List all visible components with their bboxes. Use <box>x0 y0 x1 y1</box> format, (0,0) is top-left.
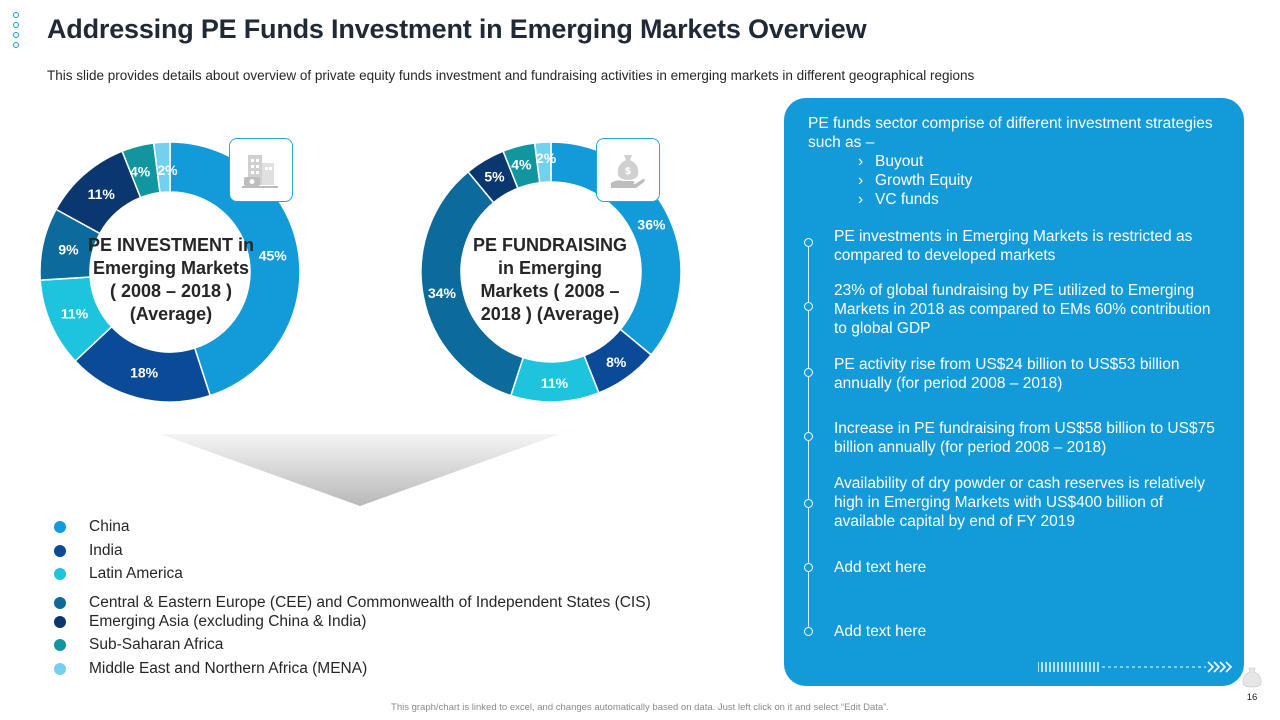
legend-item: Emerging Asia (excluding China & India) <box>54 613 366 631</box>
donut-slice-mena <box>152 141 171 194</box>
chevron-right-icon: › <box>858 191 864 208</box>
money-bag-icon <box>1242 667 1262 688</box>
investment-donut-chart: 45% 18% 11% 9% 11% 4% 2% PE INVESTMENT in Emergi… <box>39 141 301 403</box>
timeline-text: Add text here <box>834 623 927 640</box>
legend-dot <box>54 521 66 533</box>
timeline-dot <box>804 302 813 311</box>
legend-item: Sub-Saharan Africa <box>54 636 223 654</box>
legend-label: Central & Eastern Europe (CEE) and Commo… <box>89 594 651 611</box>
timeline-dot <box>804 432 813 441</box>
footer-note: This graph/chart is linked to excel, and… <box>391 702 889 713</box>
data-label: 11% <box>61 305 89 321</box>
investment-icon-box <box>229 138 293 202</box>
chart-center-title: in Emerging <box>498 258 602 278</box>
timeline-text: Increase in PE fundraising from US$58 bi… <box>834 420 1215 456</box>
timeline-dot <box>804 368 813 377</box>
data-label: 4% <box>130 163 151 179</box>
timeline-text: PE activity rise from US$24 billion to U… <box>834 356 1180 392</box>
fundraising-icon-box: $ <box>596 138 660 202</box>
chart-center-title: PE INVESTMENT in <box>88 235 254 255</box>
timeline-text: Add text here <box>834 559 927 576</box>
data-label: 11% <box>541 375 569 391</box>
decorative-progress-arrows <box>1038 661 1233 673</box>
data-label: 11% <box>88 186 116 202</box>
strategy-label: Buyout <box>875 153 924 170</box>
chart-center-title: Emerging Markets <box>93 258 249 278</box>
data-label: 4% <box>511 156 532 172</box>
data-label: 34% <box>428 285 457 301</box>
panel-intro: PE funds sector comprise of different in… <box>808 115 1213 151</box>
page-title: Addressing PE Funds Investment in Emergi… <box>47 14 867 44</box>
legend-label: China <box>89 518 130 535</box>
legend-item: India <box>54 542 123 560</box>
timeline-dot <box>804 563 813 572</box>
data-label: 45% <box>259 248 288 264</box>
timeline-text: PE investments in Emerging Markets is re… <box>834 228 1193 264</box>
chart-center-title: PE FUNDRAISING <box>473 235 627 255</box>
legend-item: Latin America <box>54 565 183 583</box>
donut-slice-cee-and-cis <box>420 170 525 397</box>
data-label: 18% <box>130 365 159 381</box>
strategy-item: › Growth Equity <box>858 171 972 190</box>
page-subtitle: This slide provides details about overvi… <box>47 68 975 83</box>
timeline-dot <box>804 238 813 247</box>
chart-center-title: (Average) <box>130 304 212 324</box>
data-label: 36% <box>637 217 666 233</box>
legend-dot <box>54 639 66 651</box>
svg-text:$: $ <box>625 166 632 177</box>
strategy-list: › Buyout › Growth Equity › VC funds <box>858 152 972 209</box>
data-label: 8% <box>606 354 627 370</box>
chevron-right-icon: › <box>858 153 864 170</box>
timeline-text: 23% of global fundraising by PE utilized… <box>834 282 1211 337</box>
money-bag-hand-icon: $ <box>611 155 645 188</box>
data-label: 2% <box>157 162 178 178</box>
legend-dot <box>54 616 66 628</box>
legend-label: Latin America <box>89 565 183 582</box>
legend-item: China <box>54 518 130 536</box>
data-label: 5% <box>484 168 505 184</box>
legend-item: Central & Eastern Europe (CEE) and Commo… <box>54 594 651 612</box>
chart-center-title: ( 2008 – 2018 ) <box>110 281 232 301</box>
page-number: 16 <box>1246 692 1258 703</box>
legend-label: India <box>89 542 123 559</box>
legend-item: Middle East and Northern Africa (MENA) <box>54 660 367 678</box>
timeline-dot <box>804 627 813 636</box>
legend-label: Sub-Saharan Africa <box>89 636 224 653</box>
chart-center-title: Markets ( 2008 – <box>480 281 619 301</box>
legend-label: Middle East and Northern Africa (MENA) <box>89 660 368 677</box>
timeline-text: Availability of dry powder or cash reser… <box>834 475 1206 530</box>
chart-center-title: 2018 ) (Average) <box>481 304 619 324</box>
timeline-dot <box>804 499 813 508</box>
donut-slice-mena <box>533 141 552 184</box>
legend-dot <box>54 597 66 609</box>
legend-dot <box>54 545 66 557</box>
building-money-icon <box>242 155 278 188</box>
strategy-label: VC funds <box>875 191 939 208</box>
legend-dot <box>54 568 66 580</box>
info-panel: PE funds sector comprise of different in… <box>784 98 1244 686</box>
strategy-item: › Buyout <box>858 152 972 171</box>
strategy-label: Growth Equity <box>875 172 973 189</box>
data-label: 2% <box>536 150 557 166</box>
strategy-item: › VC funds <box>858 190 972 209</box>
legend-dot <box>54 663 66 675</box>
legend-label: Emerging Asia (excluding China & India) <box>89 613 367 630</box>
data-label: 9% <box>58 241 79 257</box>
chevron-right-icon: › <box>858 172 864 189</box>
charts-area: 45%18%11%9%11%4% 2%PE INVESTMENT inEmergi… <box>39 141 682 506</box>
funnel-shadow <box>160 434 560 506</box>
decorative-dots <box>13 12 21 52</box>
